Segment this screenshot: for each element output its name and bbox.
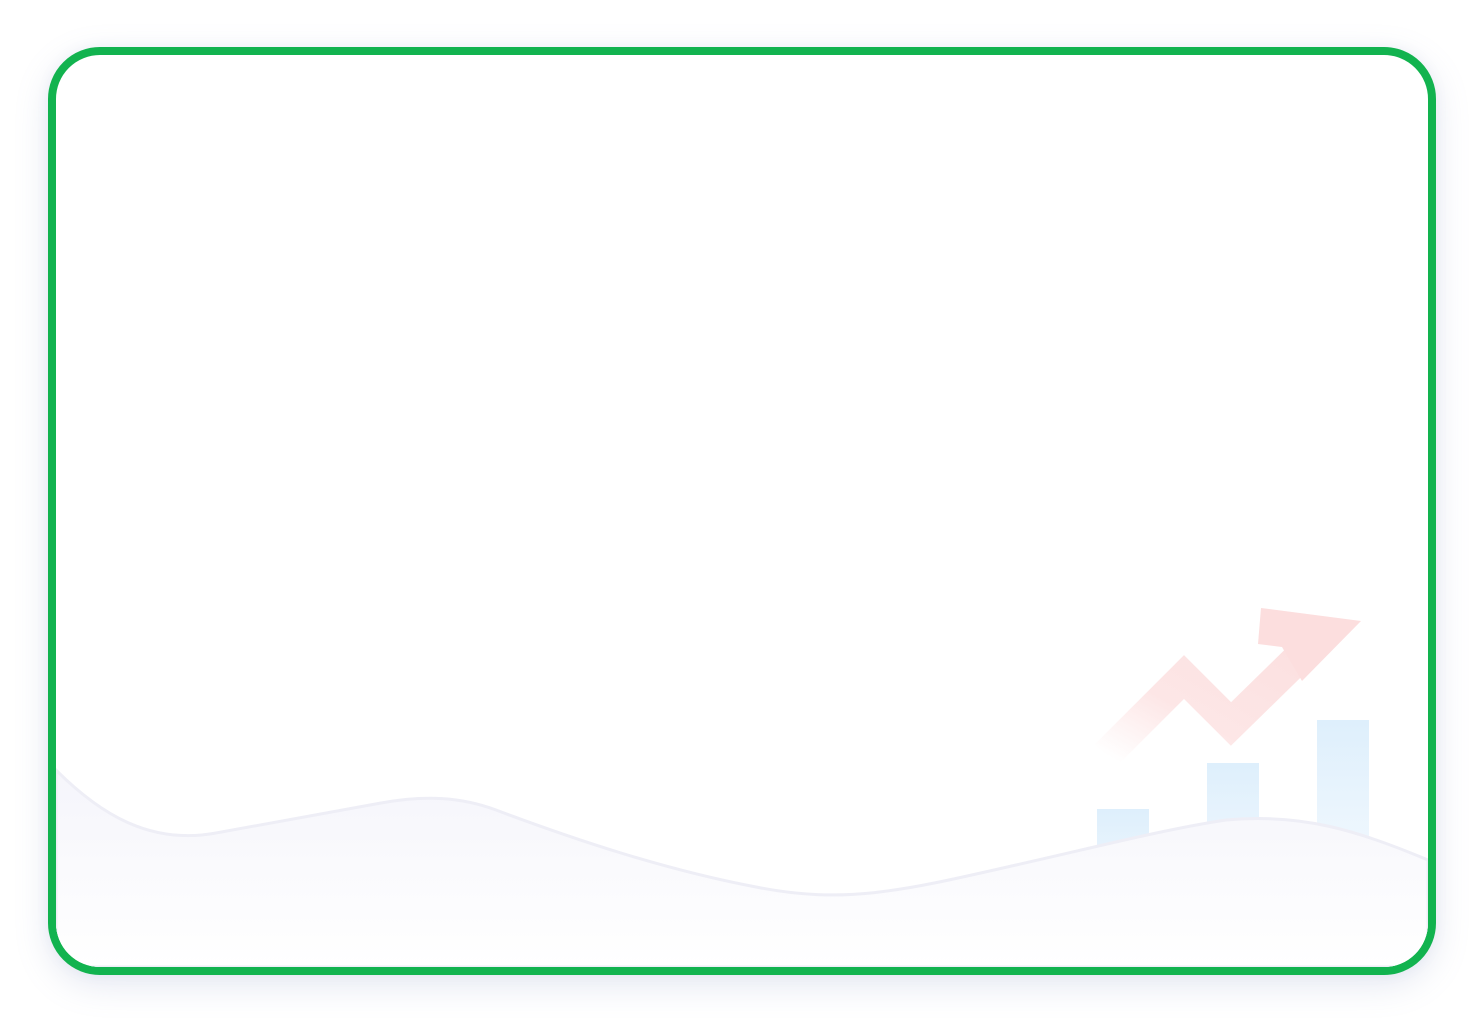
card-background-decoration (56, 55, 1428, 967)
decoration-svg (56, 608, 1428, 967)
decor-bar-1 (1097, 809, 1149, 967)
decor-bar-2 (1207, 763, 1259, 967)
decor-wave (56, 767, 1428, 967)
trend-arrow-line (1095, 617, 1339, 766)
bar-chart-icon (1097, 720, 1369, 967)
trend-arrow-head (1258, 608, 1361, 681)
empty-card (48, 47, 1436, 975)
trend-up-arrow-icon (1095, 608, 1361, 766)
decor-bar-3 (1317, 720, 1369, 967)
